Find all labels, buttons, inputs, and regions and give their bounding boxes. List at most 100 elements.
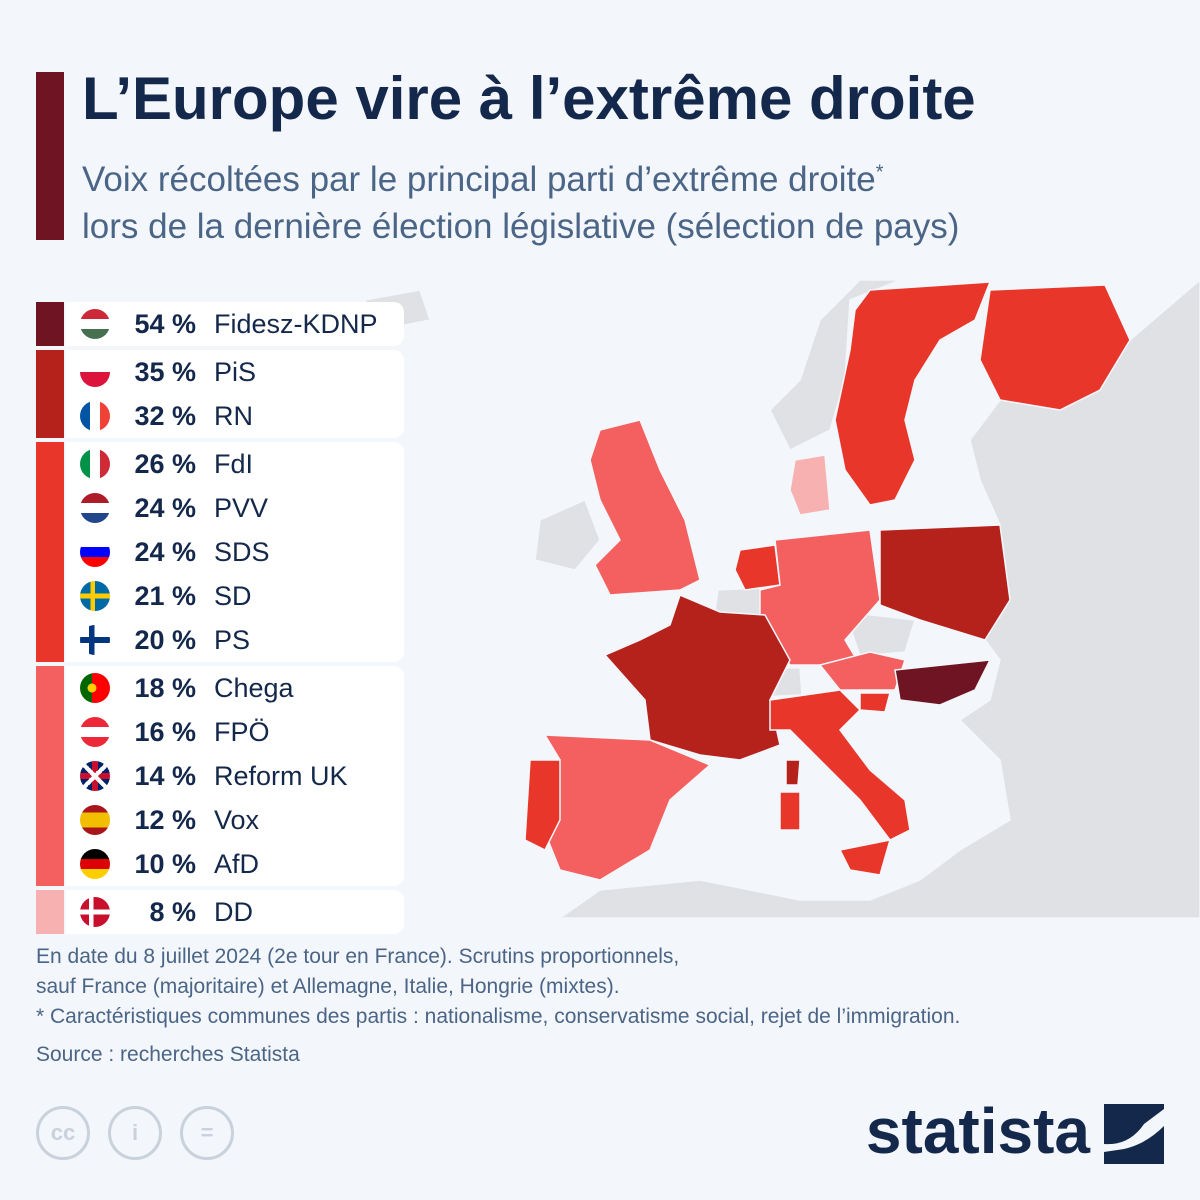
france-flag-icon xyxy=(80,401,110,431)
table-row: 20 % PS xyxy=(66,618,404,662)
vote-share: 24 % xyxy=(134,493,196,523)
map-belgium xyxy=(714,587,763,616)
party-name: DD xyxy=(214,897,253,927)
table-row: 24 % SDS xyxy=(66,530,404,574)
poland-flag-icon xyxy=(80,357,110,387)
no-derivatives-icon[interactable]: = xyxy=(180,1106,234,1160)
map-hungary xyxy=(894,659,992,706)
finland-flag-icon xyxy=(80,625,110,655)
uk-flag-icon xyxy=(80,761,110,791)
source: Source : recherches Statista xyxy=(36,1043,300,1066)
table-row: 10 % AfD xyxy=(66,842,404,886)
color-swatch xyxy=(36,302,64,346)
party-name: SD xyxy=(214,581,252,611)
party-name: Fidesz-KDNP xyxy=(214,309,378,339)
footnote-line-2: sauf France (majoritaire) et Allemagne, … xyxy=(36,975,620,998)
color-swatch xyxy=(36,350,64,438)
legend-panel: 26 % FdI 24 % PVV 24 % SDS 21 % SD 20 % PS xyxy=(66,442,404,662)
vote-share: 24 % xyxy=(134,537,196,567)
legend-group: 8 % DD xyxy=(36,890,404,934)
map-denmark xyxy=(789,454,831,516)
table-row: 35 % PiS xyxy=(66,350,404,394)
party-name: PVV xyxy=(214,493,269,523)
party-name: PS xyxy=(214,625,251,655)
vote-share: 54 % xyxy=(134,309,196,339)
party-name: AfD xyxy=(214,849,260,879)
vote-share: 21 % xyxy=(134,581,196,611)
party-name: Reform UK xyxy=(214,761,348,791)
vote-share: 12 % xyxy=(134,805,196,835)
table-row: 12 % Vox xyxy=(66,798,404,842)
statista-logo-icon xyxy=(1104,1104,1164,1164)
table-row: 8 % DD xyxy=(66,890,404,934)
attribution-icon[interactable]: i xyxy=(108,1106,162,1160)
title-accent-bar xyxy=(36,72,64,240)
table-row: 24 % PVV xyxy=(66,486,404,530)
subtitle-line-2: lors de la dernière élection législative… xyxy=(82,207,960,246)
table-row: 21 % SD xyxy=(66,574,404,618)
party-name: Vox xyxy=(214,805,260,835)
party-name: FdI xyxy=(214,449,254,479)
color-swatch xyxy=(36,442,64,662)
subtitle: Voix récoltées par le principal parti d’… xyxy=(82,156,959,250)
map-portugal xyxy=(524,759,561,852)
table-row: 54 % Fidesz-KDNP xyxy=(66,302,404,346)
legend-group: 26 % FdI 24 % PVV 24 % SDS 21 % SD 20 % PS xyxy=(36,442,404,662)
party-name: PiS xyxy=(214,357,257,387)
vote-share: 18 % xyxy=(134,673,196,703)
map-ireland xyxy=(534,498,601,571)
vote-share: 35 % xyxy=(134,357,196,387)
hungary-flag-icon xyxy=(80,309,110,339)
vote-share: 8 % xyxy=(149,897,196,927)
vote-share: 32 % xyxy=(134,401,196,431)
party-name: SDS xyxy=(214,537,270,567)
legend-group: 54 % Fidesz-KDNP xyxy=(36,302,404,346)
europe-map xyxy=(365,280,1200,918)
subtitle-line-1: Voix récoltées par le principal parti d’… xyxy=(82,160,876,199)
portugal-flag-icon xyxy=(80,673,110,703)
party-name: RN xyxy=(214,401,253,431)
map-poland xyxy=(879,524,1011,641)
party-name: FPÖ xyxy=(214,717,270,747)
legend-group: 35 % PiS 32 % RN xyxy=(36,350,404,438)
map-spain xyxy=(539,734,712,881)
footnote-line-3: * Caractéristiques communes des partis :… xyxy=(36,1005,961,1028)
party-name: Chega xyxy=(214,673,294,703)
map-czechia xyxy=(843,611,916,657)
vote-share: 20 % xyxy=(134,625,196,655)
table-row: 18 % Chega xyxy=(66,666,404,710)
legend-panel: 54 % Fidesz-KDNP xyxy=(66,302,404,346)
footnote: En date du 8 juillet 2024 (2e tour en Fr… xyxy=(36,942,960,1032)
table-row: 26 % FdI xyxy=(66,442,404,486)
map-uk xyxy=(589,419,701,596)
color-swatch xyxy=(36,890,64,934)
table-row: 16 % FPÖ xyxy=(66,710,404,754)
table-row: 32 % RN xyxy=(66,394,404,438)
map-france xyxy=(603,593,791,761)
footnote-line-1: En date du 8 juillet 2024 (2e tour en Fr… xyxy=(36,945,680,968)
map-sardinia xyxy=(779,791,801,831)
italy-flag-icon xyxy=(80,449,110,479)
map-sicily xyxy=(838,839,892,876)
legend-panel: 35 % PiS 32 % RN xyxy=(66,350,404,438)
vote-share: 10 % xyxy=(134,849,196,879)
map-netherlands xyxy=(734,544,781,591)
vote-share: 14 % xyxy=(134,761,196,791)
page-title: L’Europe vire à l’extrême droite xyxy=(82,65,976,132)
subtitle-asterisk: * xyxy=(875,161,884,184)
map-sweden xyxy=(834,281,992,506)
sweden-flag-icon xyxy=(80,581,110,611)
map-corsica xyxy=(785,759,801,786)
color-swatch xyxy=(36,666,64,886)
legend-panel: 8 % DD xyxy=(66,890,404,934)
germany-flag-icon xyxy=(80,849,110,879)
denmark-flag-icon xyxy=(80,897,110,927)
netherlands-flag-icon xyxy=(80,493,110,523)
statista-logo[interactable]: statista xyxy=(865,1095,1090,1167)
slovenia-flag-icon xyxy=(80,537,110,567)
cc-license-icon[interactable]: cc xyxy=(36,1106,90,1160)
table-row: 14 % Reform UK xyxy=(66,754,404,798)
vote-share: 26 % xyxy=(134,449,196,479)
vote-share: 16 % xyxy=(134,717,196,747)
